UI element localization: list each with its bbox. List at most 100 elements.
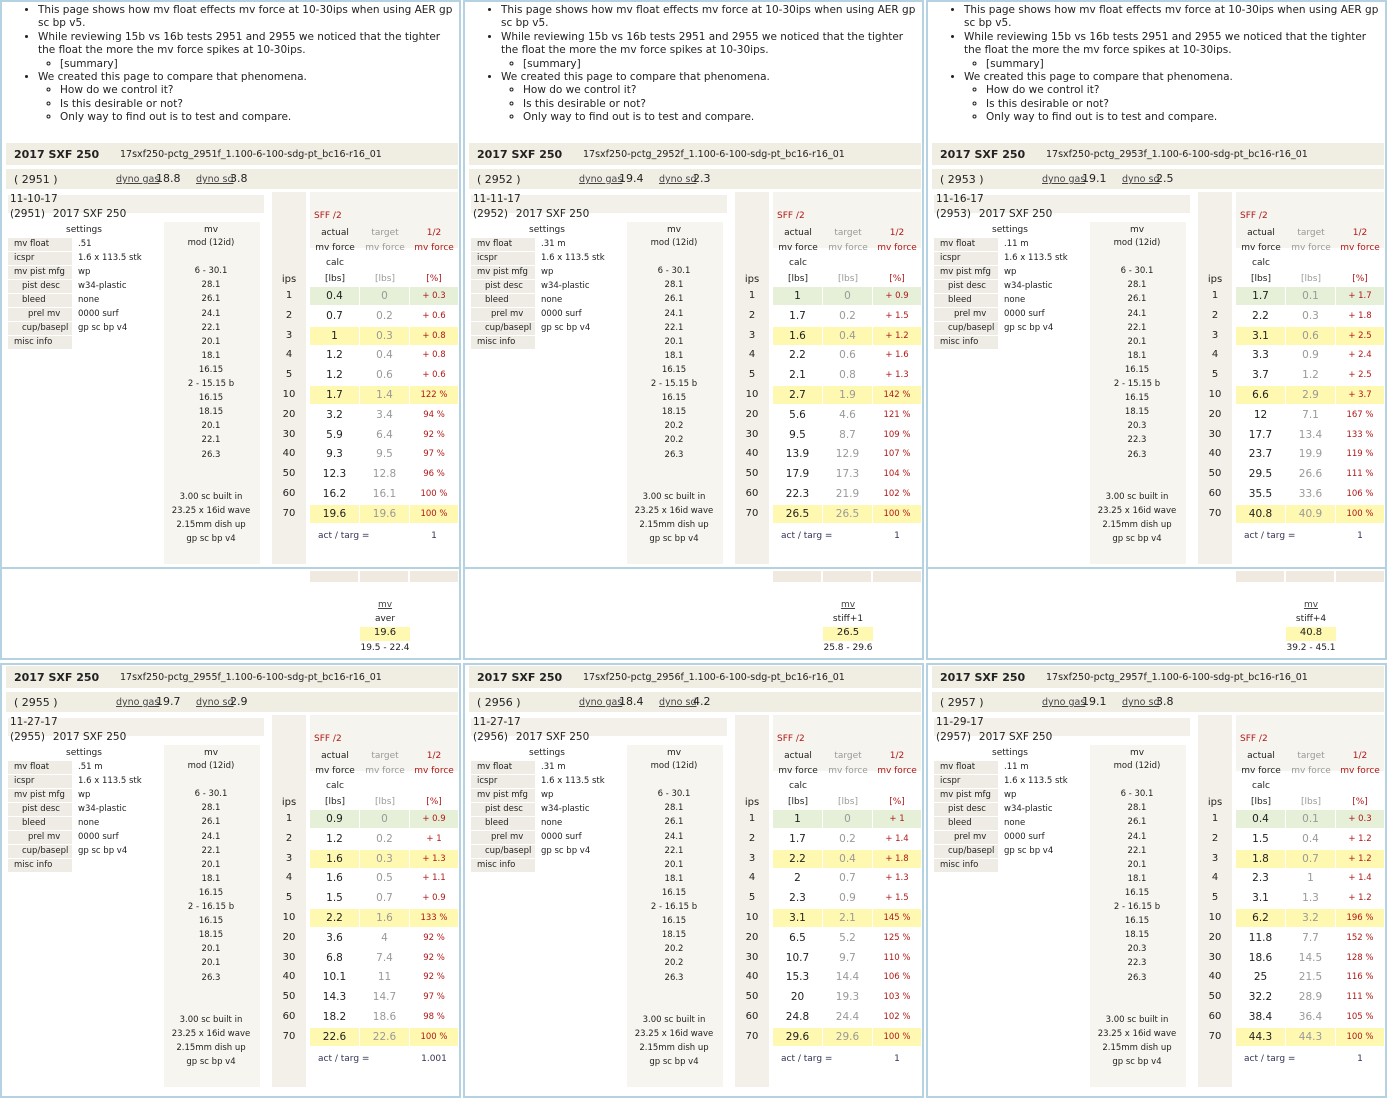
panel-header: 2017 SXF 250 17sxf250-pctg_2956f_1.100-6-… <box>469 666 921 688</box>
summary-header-bg <box>1336 571 1384 582</box>
dyno-gas-link[interactable]: dyno gas <box>1042 697 1086 708</box>
sub-number: (2955) <box>10 731 45 743</box>
ips-column-bg <box>1198 192 1232 564</box>
act-targ-label: act / targ = <box>1244 1054 1296 1064</box>
dyno-gas-link[interactable]: dyno gas <box>579 697 623 708</box>
data-block: 11-10-17 (2951) 2017 SXF 250 settings mv mv f… <box>2 192 459 572</box>
actual-force-cell: 0.4 <box>1236 810 1285 828</box>
settings-row: icspr 1.6 x 113.5 stk <box>8 252 160 265</box>
calc-label: calc <box>789 781 807 791</box>
dyno-gas-link[interactable]: dyno gas <box>1042 174 1086 185</box>
summary-label[interactable]: mv <box>1303 600 1319 610</box>
pct-label: [%] <box>1352 274 1368 284</box>
sff-column-bg <box>1236 192 1384 248</box>
setting-key: mv float <box>8 238 72 251</box>
mv-stack-line: 3.00 sc built in <box>1105 491 1169 502</box>
setting-value: wp <box>78 267 91 277</box>
half-label: 1/2 <box>1352 228 1368 238</box>
dyno-gas-value: 18.4 <box>619 695 644 708</box>
mv-stack-line: 20.2 <box>664 958 684 969</box>
test-name: 17sxf250-pctg_2953f_1.100-6-100-sdg-pt_b… <box>1046 149 1308 160</box>
sff-label: SFF /2 <box>314 211 342 221</box>
ips-label: ips <box>281 274 297 285</box>
note-text: While reviewing 15b vs 16b tests 2951 an… <box>964 30 1367 57</box>
half-force-cell: 97 % <box>423 449 445 460</box>
half-force-cell: 92 % <box>423 429 445 440</box>
ips-value: 30 <box>1208 428 1222 440</box>
test-name: 17sxf250-pctg_2956f_1.100-6-100-sdg-pt_b… <box>583 672 845 683</box>
ips-value: 10 <box>745 389 759 400</box>
setting-value: wp <box>541 267 554 277</box>
half-force-cell: 92 % <box>423 972 445 983</box>
half-force-cell: + 0.9 <box>873 287 921 305</box>
dyno-sd-link[interactable]: dyno sd <box>196 174 234 185</box>
settings-row: misc info <box>934 859 1086 872</box>
note-text: We created this page to compare that phe… <box>964 71 1233 84</box>
target-label: target <box>371 751 399 761</box>
mv-stack-line: 26.3 <box>1127 972 1147 983</box>
actual-force-cell: 18.2 <box>322 1011 347 1023</box>
actual-force-cell: 1 <box>773 287 822 305</box>
ips-label: ips <box>1207 797 1223 808</box>
dyno-sd-link[interactable]: dyno sd <box>659 697 697 708</box>
ips-value: 2 <box>285 832 293 844</box>
mv-stack-line: 18.1 <box>1127 350 1147 361</box>
setting-value: gp sc bp v4 <box>1004 323 1054 333</box>
dyno-sd-link[interactable]: dyno sd <box>659 174 697 185</box>
ips-value: 3 <box>748 852 756 864</box>
sff-column-bg <box>773 192 921 248</box>
setting-key: prel mv <box>934 831 998 844</box>
test-subtitle: (2952) 2017 SXF 250 <box>473 208 589 220</box>
half-force-cell: 116 % <box>1346 972 1374 983</box>
actual-force-cell: 1.2 <box>326 832 343 845</box>
ips-value: 20 <box>745 931 759 943</box>
settings-column-bg <box>8 195 264 213</box>
mv-stack-line: 18.1 <box>201 350 221 361</box>
settings-row: cup/basepl gp sc bp v4 <box>471 845 623 858</box>
dyno-gas-link[interactable]: dyno gas <box>579 174 623 185</box>
setting-key: prel mv <box>8 831 72 844</box>
target-force-cell: 0 <box>360 287 409 305</box>
half-force-cell: + 1.5 <box>885 310 909 321</box>
dyno-sd-value: 2.3 <box>693 172 711 185</box>
ips-value: 4 <box>748 349 756 361</box>
mv-stack-line: mod (12id) <box>650 238 698 248</box>
ips-value: 2 <box>748 832 756 844</box>
setting-value <box>1000 336 1086 349</box>
ips-value: 40 <box>745 971 759 983</box>
mv-stack-line: 26.3 <box>201 972 221 983</box>
dyno-gas-link[interactable]: dyno gas <box>116 174 160 185</box>
mv-force-label: mv force <box>778 766 818 776</box>
half-force-cell: + 2.5 <box>1336 326 1384 345</box>
mv-stack-line: mod (12id) <box>1113 761 1161 771</box>
mv-stack-line: 16.15 <box>661 393 687 404</box>
ips-value: 2 <box>748 309 756 321</box>
setting-value: w34-plastic <box>541 281 590 291</box>
settings-row: prel mv 0000 surf <box>934 308 1086 321</box>
ips-value: 10 <box>282 389 296 400</box>
pct-label: [%] <box>889 274 905 284</box>
test-date: 11-27-17 <box>10 716 58 728</box>
mv-stack-line: 26.1 <box>201 294 221 305</box>
mv-force-label: mv force <box>315 766 355 776</box>
mv-stack-line: 6 - 30.1 <box>194 789 228 800</box>
target-force-cell: 0.3 <box>360 849 409 868</box>
actual-force-cell: 1.7 <box>310 386 359 404</box>
target-force-cell: 0.4 <box>823 326 872 345</box>
target-force-cell: 12.8 <box>372 468 397 481</box>
mv-stack-line: 18.1 <box>201 873 221 884</box>
summary-label[interactable]: mv <box>840 600 856 610</box>
half-force-cell: 106 % <box>883 972 911 983</box>
dyno-sd-link[interactable]: dyno sd <box>1122 697 1160 708</box>
mv-label: mv <box>666 225 682 235</box>
settings-row: pist desc w34-plastic <box>8 803 160 816</box>
setting-key: pist desc <box>8 280 72 293</box>
mv-stack-line: 24.1 <box>1127 308 1147 319</box>
half-force-cell: + 1 <box>426 833 442 844</box>
dyno-gas-link[interactable]: dyno gas <box>116 697 160 708</box>
note-text: While reviewing 15b vs 16b tests 2951 an… <box>38 30 441 57</box>
dyno-sd-link[interactable]: dyno sd <box>1122 174 1160 185</box>
summary-label[interactable]: mv <box>377 600 393 610</box>
dyno-sd-link[interactable]: dyno sd <box>196 697 234 708</box>
dyno-gas-value: 18.8 <box>156 172 181 185</box>
